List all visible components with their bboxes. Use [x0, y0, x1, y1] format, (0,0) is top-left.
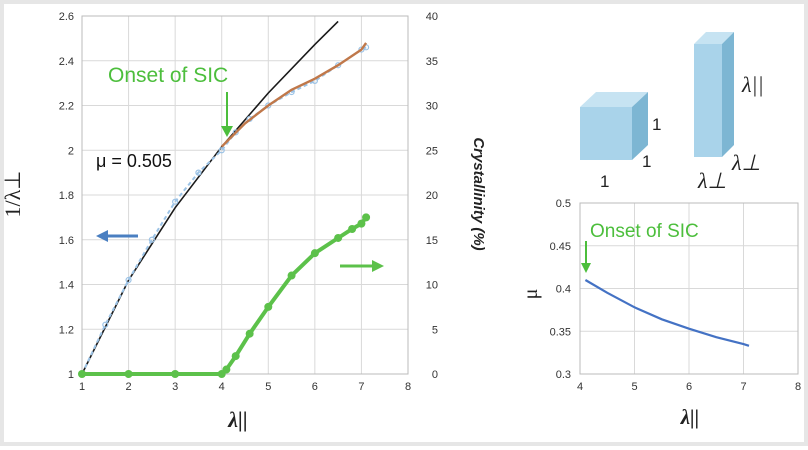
left-x-tick-label: 6 [312, 381, 318, 393]
left-x-ticks: 1 2 3 4 5 6 7 8 [79, 381, 411, 393]
right-x-tick-label: 4 [577, 381, 583, 393]
left-y2-ticks: 0 5 10 15 20 25 30 35 40 [426, 11, 438, 381]
right-onset-arrow-head [581, 263, 591, 273]
left-x-tick-label: 5 [265, 381, 271, 393]
crystallinity-data-point [362, 213, 371, 222]
cube-label-width: 1 [600, 172, 609, 191]
right-chart: 4 5 6 7 8 0.3 0.35 0.4 0.45 0.5 μ λ|| Onset of S… [520, 198, 801, 429]
left-y2-tick-label: 0 [432, 369, 438, 381]
measured-data-point [148, 236, 155, 243]
deformation-diagram: 1 1 1 λ|| λ⊥ λ⊥ [580, 32, 764, 193]
crystallinity-data-point [264, 302, 273, 311]
right-x-tick-label: 5 [631, 381, 637, 393]
right-gridlines [579, 202, 799, 375]
crystallinity-data-point [348, 225, 357, 234]
right-x-tick-label: 8 [795, 381, 801, 393]
measured-data-point [125, 276, 132, 284]
right-y-tick-label: 0.3 [556, 369, 571, 381]
left-y-tick-label: 2.6 [59, 11, 74, 23]
left-y-tick-label: 1.6 [59, 235, 74, 247]
left-y2-tick-label: 25 [426, 145, 438, 157]
left-chart: 1 2 3 4 5 6 7 8 1 1.2 1.4 1.6 1.8 2 2.2 2.4 2.6 0 5 10 15 2… [4, 11, 487, 432]
right-y-tick-label: 0.35 [550, 326, 571, 338]
left-y-tick-label: 1 [68, 369, 74, 381]
left-y-tick-label: 1.2 [59, 324, 74, 336]
measured-data-line [81, 46, 367, 375]
prism-label-height: λ|| [741, 72, 764, 97]
mu-value-annotation: μ = 0.505 [96, 151, 172, 171]
left-y2-tick-label: 15 [426, 235, 438, 247]
crystallinity-data-point [78, 370, 86, 378]
crystallinity-data-point [124, 370, 133, 378]
left-plot-frame [81, 15, 409, 375]
left-x-tick-label: 3 [172, 381, 178, 393]
crystallinity-data-point [310, 249, 319, 258]
left-series-group [78, 20, 371, 378]
left-y2-tick-label: 40 [426, 11, 438, 23]
left-y-axis-label: 1/λ⊥ [4, 171, 25, 218]
left-onset-annotation: Onset of SIC [108, 64, 228, 87]
right-plot-frame [579, 202, 799, 375]
crystallinity-data-point [245, 329, 254, 338]
measured-data-point [195, 169, 202, 176]
measured-data-point [358, 46, 365, 53]
left-x-axis-label: λ|| [227, 407, 247, 432]
left-y-tick-label: 1.4 [59, 280, 74, 292]
right-y-tick-label: 0.45 [550, 241, 571, 253]
sic-fit-line [220, 42, 368, 148]
left-y-tick-label: 2.2 [59, 101, 74, 113]
crystallinity-data-point [357, 219, 366, 228]
measured-data-point [172, 198, 179, 205]
right-x-ticks: 4 5 6 7 8 [577, 381, 801, 393]
mu-curve-line [584, 279, 750, 347]
crystallinity-data-point [171, 370, 180, 378]
right-onset-annotation: Onset of SIC [590, 221, 699, 242]
left-onset-arrow-head [221, 126, 233, 137]
left-axis-arrow [96, 230, 138, 242]
right-y-axis-label: μ [520, 289, 542, 300]
left-x-tick-label: 4 [219, 381, 225, 393]
right-x-tick-label: 6 [686, 381, 692, 393]
crystallinity-data-point [222, 365, 231, 374]
right-y-ticks: 0.3 0.35 0.4 0.45 0.5 [550, 198, 571, 381]
left-x-tick-label: 2 [126, 381, 132, 393]
left-y2-tick-label: 35 [426, 56, 438, 68]
left-y2-tick-label: 10 [426, 280, 438, 292]
crystallinity-data-point [231, 352, 240, 361]
right-x-axis-label: λ|| [680, 405, 700, 429]
cube-label-depth: 1 [642, 152, 651, 171]
right-x-tick-label: 7 [740, 381, 746, 393]
crystallinity-line [82, 216, 368, 376]
unit-cube-shape [580, 92, 648, 160]
left-y-tick-label: 2 [68, 145, 74, 157]
prism-label-depth: λ⊥ [731, 150, 761, 175]
crystallinity-data-point [287, 271, 296, 280]
right-series-group [584, 279, 750, 347]
right-y-tick-label: 0.4 [556, 284, 571, 296]
left-y2-tick-label: 30 [426, 101, 438, 113]
measured-data-point [102, 321, 109, 328]
measured-data-point [335, 62, 342, 69]
left-y-ticks: 1 1.2 1.4 1.6 1.8 2 2.2 2.4 2.6 [59, 11, 74, 381]
right-y-tick-label: 0.5 [556, 198, 571, 210]
left-y2-tick-label: 20 [426, 190, 438, 202]
left-x-tick-label: 7 [358, 381, 364, 393]
measured-data-point [232, 129, 239, 136]
left-y-tick-label: 2.4 [59, 56, 74, 68]
left-y-tick-label: 1.8 [59, 190, 74, 202]
stretched-prism-shape [694, 32, 734, 157]
prism-label-width: λ⊥ [697, 168, 727, 193]
measured-data-point [218, 147, 225, 154]
right-axis-arrow [340, 260, 384, 272]
left-y2-axis-label: Crystallinity (%) [470, 137, 487, 250]
left-y2-tick-label: 5 [432, 324, 438, 336]
cube-label-height: 1 [652, 115, 661, 134]
measured-data-point [265, 102, 272, 109]
left-x-tick-label: 8 [405, 381, 411, 393]
crystallinity-data-point [334, 233, 343, 242]
left-x-tick-label: 1 [79, 381, 85, 393]
